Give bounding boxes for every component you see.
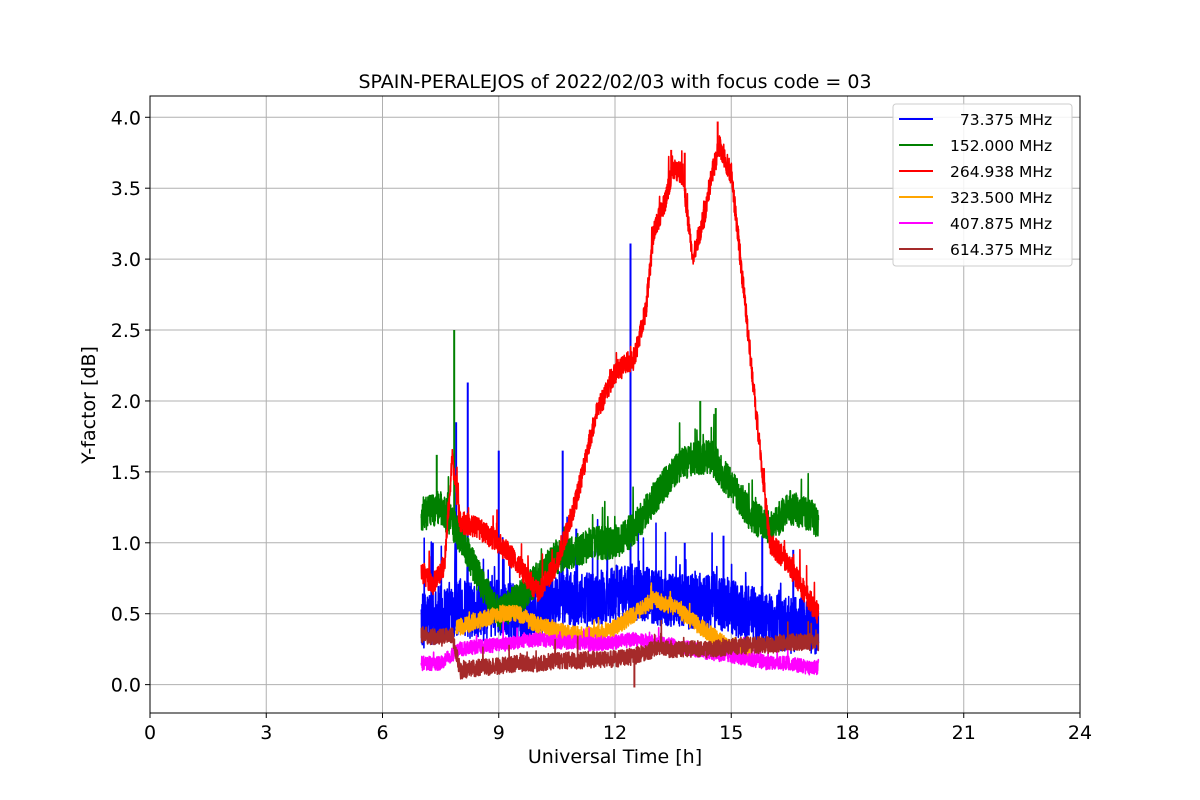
y-tick-label: 1.5 bbox=[111, 462, 141, 484]
x-tick-label: 18 bbox=[835, 722, 859, 744]
y-axis-title: Y-factor [dB] bbox=[78, 346, 100, 465]
x-tick-label: 12 bbox=[603, 722, 627, 744]
y-tick-label: 0.0 bbox=[111, 675, 141, 697]
y-tick-label: 3.0 bbox=[111, 249, 141, 271]
chart-title: SPAIN-PERALEJOS of 2022/02/03 with focus… bbox=[358, 71, 871, 93]
y-tick-label: 1.0 bbox=[111, 533, 141, 555]
y-tick-label: 3.5 bbox=[111, 178, 141, 200]
series-line-1 bbox=[420, 413, 820, 631]
legend-label-1: 152.000 MHz bbox=[950, 137, 1052, 155]
series-line-2 bbox=[420, 135, 820, 624]
x-tick-label: 6 bbox=[376, 722, 388, 744]
y-tick-label: 2.5 bbox=[111, 320, 141, 342]
x-axis-title: Universal Time [h] bbox=[528, 746, 702, 768]
axis-ticks: 0 3 6 9 12 15 18 21 24 0.0 0.5 1.0 1.5 2.0 2.5 3.0 3.5 4.… bbox=[111, 107, 1092, 744]
x-tick-label: 21 bbox=[952, 722, 976, 744]
legend: 73.375 MHz 152.000 MHz 264.938 MHz 323.500 … bbox=[892, 103, 1073, 267]
y-tick-label: 2.0 bbox=[111, 391, 141, 413]
series-line-5 bbox=[420, 619, 820, 680]
x-tick-label: 0 bbox=[144, 722, 156, 744]
legend-label-5: 614.375 MHz bbox=[950, 241, 1052, 259]
y-tick-label: 0.5 bbox=[111, 604, 141, 626]
legend-box bbox=[892, 103, 1073, 267]
series-lines bbox=[420, 121, 820, 688]
series-line-4 bbox=[420, 621, 820, 676]
legend-label-0: 73.375 MHz bbox=[950, 111, 1052, 129]
legend-label-3: 323.500 MHz bbox=[950, 189, 1052, 207]
y-tick-label: 4.0 bbox=[111, 107, 141, 129]
x-tick-label: 3 bbox=[260, 722, 272, 744]
legend-label-4: 407.875 MHz bbox=[950, 215, 1052, 233]
legend-label-2: 264.938 MHz bbox=[950, 163, 1052, 181]
x-tick-label: 15 bbox=[719, 722, 743, 744]
x-tick-label: 24 bbox=[1068, 722, 1092, 744]
x-tick-label: 9 bbox=[493, 722, 505, 744]
